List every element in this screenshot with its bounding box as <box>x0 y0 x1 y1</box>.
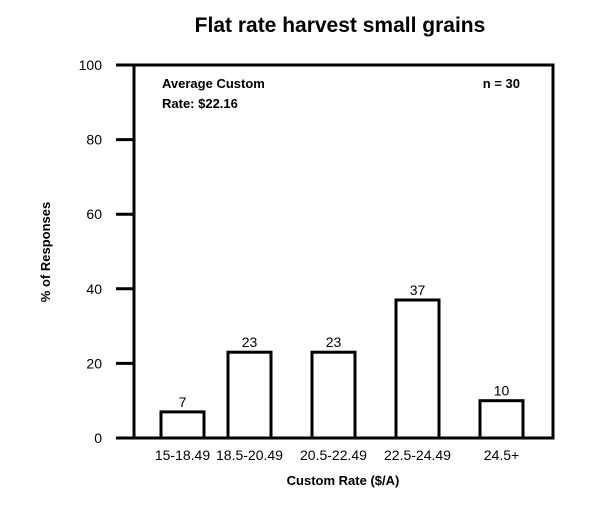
x-tick-label: 24.5+ <box>484 447 519 463</box>
y-tick-label: 100 <box>79 57 103 73</box>
y-tick-label: 0 <box>94 430 102 446</box>
annotation-average-rate: Rate: $22.16 <box>162 96 238 111</box>
bar <box>226 350 273 440</box>
x-tick-label: 18.5-20.49 <box>216 447 283 463</box>
annotation-average: Average Custom <box>162 76 265 91</box>
x-tick-label: 22.5-24.49 <box>384 447 451 463</box>
y-tick-label: 20 <box>86 355 102 371</box>
chart-title: Flat rate harvest small grains <box>195 14 486 37</box>
x-tick-label: 15-18.49 <box>155 447 210 463</box>
data-label: 7 <box>179 394 187 410</box>
bar <box>394 298 441 440</box>
bar <box>310 350 357 440</box>
annotation-n: n = 30 <box>483 76 520 91</box>
data-label: 23 <box>326 334 342 350</box>
y-axis-label: % of Responses <box>38 202 53 302</box>
y-tick-label: 60 <box>86 206 102 222</box>
data-label: 37 <box>410 282 426 298</box>
y-tick-label: 40 <box>86 281 102 297</box>
x-tick-label: 20.5-22.49 <box>300 447 367 463</box>
data-label: 23 <box>242 334 258 350</box>
x-axis-label: Custom Rate ($/A) <box>287 473 400 488</box>
bar <box>159 410 206 440</box>
data-label: 10 <box>494 383 510 399</box>
y-tick-label: 80 <box>86 132 102 148</box>
bar <box>478 399 525 440</box>
